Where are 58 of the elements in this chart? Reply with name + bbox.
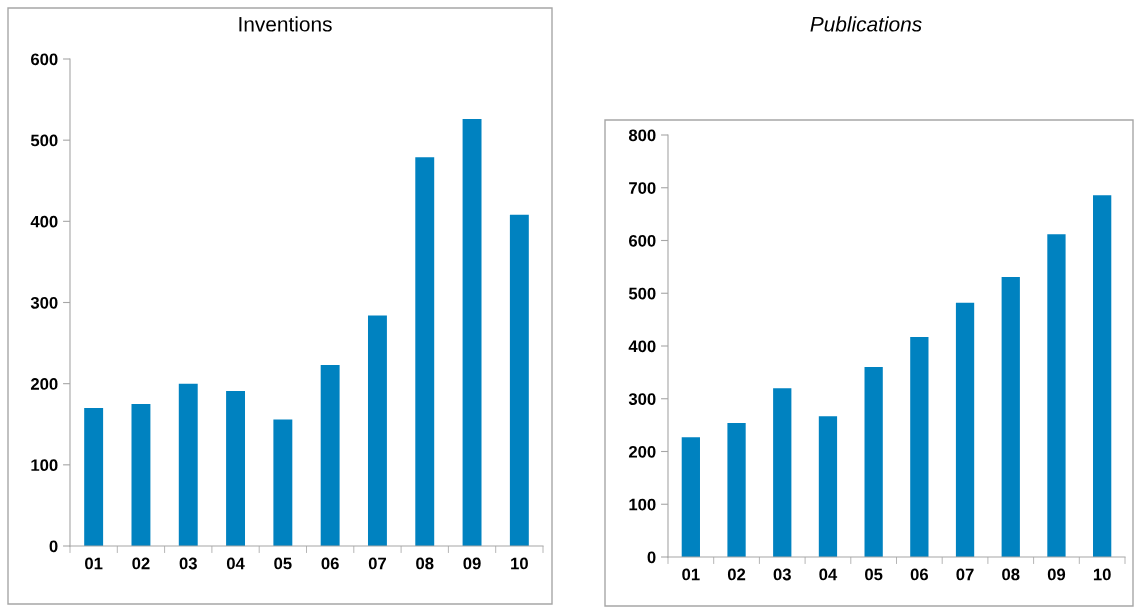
x-tick-label: 07 [956,568,974,581]
y-tick-label: 600 [629,234,656,247]
bar [1047,234,1066,557]
bar [1093,195,1112,557]
bar [955,302,975,557]
bar [773,388,792,557]
x-tick-label: 04 [819,568,838,581]
x-tick-label: 01 [682,568,700,581]
y-tick-label: 700 [629,182,656,194]
y-tick-label: 400 [30,215,58,228]
x-tick-label: 08 [1002,568,1020,581]
x-tick-label: 05 [865,568,883,581]
y-tick-label: 500 [628,287,656,300]
bar [131,403,151,546]
x-tick-label: 09 [1047,568,1066,581]
x-tick-label: 03 [179,557,197,570]
bar [178,383,198,546]
bar [84,408,104,546]
x-tick-label: 04 [226,557,245,570]
x-tick-label: 06 [321,557,339,570]
x-tick-label: 09 [463,557,481,570]
y-tick-label: 800 [628,129,656,142]
bar [320,365,340,546]
y-tick-label: 300 [628,393,656,405]
y-tick-label: 100 [31,459,58,472]
bar [367,315,387,546]
chart-title: Inventions [239,16,332,32]
bar [462,119,482,546]
y-tick-label: 200 [30,378,58,390]
bar [864,367,883,557]
y-tick-label: 600 [31,53,58,66]
bar [910,337,929,557]
y-tick-label: 300 [30,296,58,309]
y-tick-label: 100 [629,498,656,511]
x-tick-label: 05 [274,557,292,570]
bar [681,437,700,557]
y-tick-label: 500 [30,134,58,147]
bar [415,157,435,546]
x-tick-label: 02 [727,568,746,581]
bar [727,423,746,557]
x-tick-label: 03 [773,568,791,581]
x-tick-label: 08 [416,557,434,570]
y-tick-label: 0 [647,551,656,564]
x-tick-label: 10 [1093,568,1111,581]
bar [1001,276,1020,557]
chart-title: Publications [810,16,922,32]
bar [818,416,838,557]
x-tick-label: 06 [910,568,929,581]
x-tick-label: 01 [85,557,103,570]
x-tick-label: 02 [132,557,150,570]
y-tick-label: 400 [628,340,656,353]
bar [273,419,293,546]
y-tick-label: 0 [49,540,58,553]
bar [226,390,246,546]
x-tick-label: 07 [368,557,386,570]
x-tick-label: 10 [511,557,528,570]
bar [509,214,529,546]
y-tick-label: 200 [628,445,656,458]
